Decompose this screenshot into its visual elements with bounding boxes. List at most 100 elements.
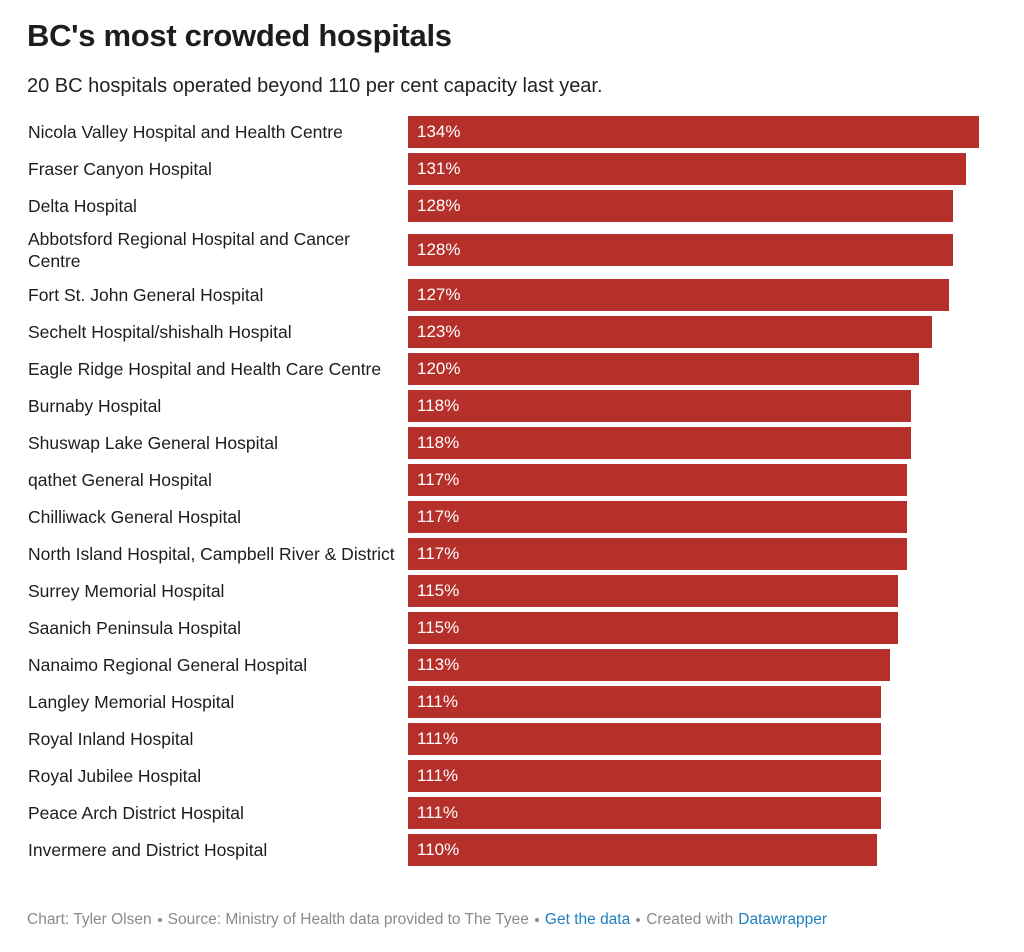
footer-text: Chart: Tyler Olsen xyxy=(27,911,152,928)
footer-text: Source: Ministry of Health data provided… xyxy=(167,911,529,928)
bar-row: Sechelt Hospital/shishalh Hospital 123% xyxy=(28,313,988,350)
bar-track: 115% xyxy=(408,611,979,644)
bar-row: Langley Memorial Hospital 111% xyxy=(28,683,988,720)
category-label: Burnaby Hospital xyxy=(28,395,162,416)
bar-track: 118% xyxy=(408,389,979,422)
bar-track: 134% xyxy=(408,115,979,148)
bar-track: 120% xyxy=(408,352,979,385)
bar-row: North Island Hospital, Campbell River & … xyxy=(28,535,988,572)
value-label: 111% xyxy=(417,691,458,711)
bar-row: Delta Hospital 128% xyxy=(28,187,988,224)
category-label: Invermere and District Hospital xyxy=(28,839,268,860)
bar-row: Shuswap Lake General Hospital 118% xyxy=(28,424,988,461)
value-label: 127% xyxy=(417,284,461,304)
bar-row: Eagle Ridge Hospital and Health Care Cen… xyxy=(28,350,988,387)
bar-track: 113% xyxy=(408,648,979,681)
separator xyxy=(636,918,641,922)
chart-subtitle: 20 BC hospitals operated beyond 110 per … xyxy=(27,75,603,97)
bar-row: Abbotsford Regional Hospital and Cancer … xyxy=(28,224,988,276)
category-label: Sechelt Hospital/shishalh Hospital xyxy=(28,321,292,342)
category-label: Royal Jubilee Hospital xyxy=(28,765,202,786)
bar-track: 131% xyxy=(408,152,979,185)
bar: 117% xyxy=(408,537,907,570)
bar: 117% xyxy=(408,463,907,496)
category-label: Chilliwack General Hospital xyxy=(28,506,241,527)
value-label: 115% xyxy=(417,580,460,600)
bar: 111% xyxy=(408,685,881,718)
bar: 128% xyxy=(408,234,954,266)
category-label: Shuswap Lake General Hospital xyxy=(28,432,279,453)
bar-row: Royal Inland Hospital 111% xyxy=(28,720,988,757)
value-label: 111% xyxy=(417,802,458,822)
value-label: 110% xyxy=(417,839,460,859)
category-label: Royal Inland Hospital xyxy=(28,728,194,749)
bar: 118% xyxy=(408,389,911,422)
value-label: 118% xyxy=(417,432,460,452)
bar-track: 111% xyxy=(408,722,979,755)
value-label: 117% xyxy=(417,506,460,526)
bar-row: Saanich Peninsula Hospital 115% xyxy=(28,609,988,646)
bar-track: 128% xyxy=(408,189,979,222)
category-label: Langley Memorial Hospital xyxy=(28,691,235,712)
bar: 123% xyxy=(408,315,933,348)
value-label: 134% xyxy=(417,121,461,141)
bar: 128% xyxy=(408,189,954,222)
category-label: Surrey Memorial Hospital xyxy=(28,580,225,601)
value-label: 131% xyxy=(417,158,461,178)
bar-track: 117% xyxy=(408,463,979,496)
footer-text: Created with xyxy=(646,911,734,928)
datawrapper-link[interactable]: Datawrapper xyxy=(738,911,827,928)
bar-track: 118% xyxy=(408,426,979,459)
category-label: North Island Hospital, Campbell River & … xyxy=(28,543,395,564)
category-label: Nicola Valley Hospital and Health Centre xyxy=(28,121,343,142)
get-data-link[interactable]: Get the data xyxy=(544,911,631,928)
bar-track: 128% xyxy=(408,234,979,266)
bar-track: 123% xyxy=(408,315,979,348)
bar: 117% xyxy=(408,500,907,533)
value-label: 128% xyxy=(417,195,461,215)
value-label: 111% xyxy=(417,728,458,748)
bar-row: Burnaby Hospital 118% xyxy=(28,387,988,424)
value-label: 128% xyxy=(417,240,461,259)
bar-row: Royal Jubilee Hospital 111% xyxy=(28,757,988,794)
value-label: 113% xyxy=(417,654,460,674)
bar-track: 115% xyxy=(408,574,979,607)
category-label: Eagle Ridge Hospital and Health Care Cen… xyxy=(28,358,382,379)
category-label: qathet General Hospital xyxy=(28,469,212,490)
bar-track: 127% xyxy=(408,278,979,311)
value-label: 117% xyxy=(417,543,460,563)
separator xyxy=(534,918,539,922)
bar-track: 110% xyxy=(408,833,979,866)
category-label: Saanich Peninsula Hospital xyxy=(28,617,242,638)
bar-row: Nicola Valley Hospital and Health Centre… xyxy=(28,113,988,150)
bar-row: Chilliwack General Hospital 117% xyxy=(28,498,988,535)
bar-track: 117% xyxy=(408,537,979,570)
chart-title: BC's most crowded hospitals xyxy=(27,18,452,53)
bar: 111% xyxy=(408,722,881,755)
category-label: Peace Arch District Hospital xyxy=(28,802,244,823)
bar: 127% xyxy=(408,278,950,311)
bar-track: 111% xyxy=(408,685,979,718)
bar: 113% xyxy=(408,648,890,681)
value-label: 111% xyxy=(417,765,458,785)
value-label: 123% xyxy=(417,321,461,341)
bar: 115% xyxy=(408,611,899,644)
bar-row: Nanaimo Regional General Hospital 113% xyxy=(28,646,988,683)
bar: 118% xyxy=(408,426,911,459)
bar-track: 111% xyxy=(408,796,979,829)
bar: 120% xyxy=(408,352,920,385)
category-label: Abbotsford Regional Hospital and Cancer … xyxy=(28,229,350,271)
bar: 115% xyxy=(408,574,899,607)
chart: Nicola Valley Hospital and Health Centre… xyxy=(28,113,988,868)
bar: 134% xyxy=(408,115,979,148)
bar: 110% xyxy=(408,833,877,866)
bar: 111% xyxy=(408,759,881,792)
footer: Chart: Tyler Olsen Source: Ministry of He… xyxy=(27,911,827,929)
bar-track: 111% xyxy=(408,759,979,792)
bar-row: Surrey Memorial Hospital 115% xyxy=(28,572,988,609)
bar-track: 117% xyxy=(408,500,979,533)
bar-row: qathet General Hospital 117% xyxy=(28,461,988,498)
bar-row: Invermere and District Hospital 110% xyxy=(28,831,988,868)
category-label: Delta Hospital xyxy=(28,195,137,216)
category-label: Fraser Canyon Hospital xyxy=(28,158,212,179)
